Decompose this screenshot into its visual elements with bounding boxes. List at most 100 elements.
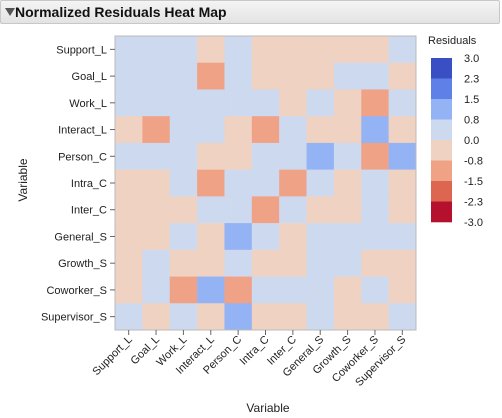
heatmap-cell bbox=[279, 303, 307, 331]
heatmap-cell bbox=[169, 89, 198, 117]
heatmap-cell bbox=[251, 169, 280, 197]
heatmap-cell bbox=[115, 196, 143, 224]
heatmap-cell bbox=[306, 62, 335, 90]
heatmap-cell bbox=[169, 303, 198, 331]
heatmap-cell bbox=[361, 36, 389, 64]
heatmap-cell bbox=[224, 169, 253, 197]
heatmap-cell bbox=[251, 249, 280, 277]
legend-tick-label: -2.3 bbox=[464, 197, 483, 209]
heatmap-cell bbox=[142, 62, 171, 90]
legend-tick-label: 2.3 bbox=[464, 74, 479, 86]
heatmap-cells bbox=[114, 35, 417, 331]
legend-swatch bbox=[431, 181, 452, 202]
heatmap-cell bbox=[388, 169, 417, 197]
y-axis-label: Variable bbox=[16, 158, 30, 201]
legend-tick-label: 0.0 bbox=[464, 135, 479, 147]
legend-swatch bbox=[431, 78, 452, 100]
heatmap-cell bbox=[333, 62, 362, 90]
heatmap-cell bbox=[361, 276, 389, 304]
legend-swatch bbox=[431, 201, 452, 223]
heatmap-cell bbox=[224, 116, 253, 144]
heatmap-cell bbox=[333, 89, 362, 117]
row-label: Intra_C bbox=[71, 178, 107, 190]
heatmap-cell bbox=[388, 116, 417, 144]
panel-header: Normalized Residuals Heat Map bbox=[0, 0, 500, 24]
heatmap-cell bbox=[279, 223, 307, 251]
heatmap-cell bbox=[361, 116, 389, 144]
legend-tick-label: -1.5 bbox=[464, 176, 483, 188]
heatmap-cell bbox=[251, 116, 280, 144]
heatmap-cell bbox=[388, 276, 417, 304]
heatmap-cell bbox=[224, 89, 253, 117]
heatmap-cell bbox=[388, 223, 417, 251]
heatmap-cell bbox=[333, 303, 362, 331]
legend-tick-label: 1.5 bbox=[464, 94, 479, 106]
heatmap-cell bbox=[169, 169, 198, 197]
heatmap-cell bbox=[197, 303, 225, 331]
heatmap-cell bbox=[361, 62, 389, 90]
heatmap-cell bbox=[333, 142, 362, 170]
x-axis-label: Variable bbox=[246, 401, 289, 415]
disclosure-triangle-icon[interactable] bbox=[5, 8, 15, 16]
heatmap-cell bbox=[169, 223, 198, 251]
heatmap-cell bbox=[279, 142, 307, 170]
row-label: Goal_L bbox=[72, 71, 107, 83]
heatmap-cell bbox=[197, 142, 225, 170]
row-label: Interact_L bbox=[58, 125, 107, 137]
legend-swatch bbox=[431, 160, 452, 182]
heatmap-cell bbox=[142, 169, 171, 197]
heatmap-cell bbox=[306, 276, 335, 304]
row-label: Inter_C bbox=[71, 205, 107, 217]
heatmap-cell bbox=[333, 169, 362, 197]
heatmap-cell bbox=[333, 223, 362, 251]
heatmap-cell bbox=[115, 223, 143, 251]
legend-swatch bbox=[431, 99, 452, 120]
heatmap-cell bbox=[197, 36, 225, 64]
heatmap-cell bbox=[197, 276, 225, 304]
heatmap-cell bbox=[251, 196, 280, 224]
heatmap-cell bbox=[169, 196, 198, 224]
heatmap-cell bbox=[197, 62, 225, 90]
heatmap-cell bbox=[115, 62, 143, 90]
legend-tick-label: -3.0 bbox=[464, 217, 483, 229]
heatmap-cell bbox=[115, 116, 143, 144]
heatmap-cell bbox=[333, 276, 362, 304]
heatmap-cell bbox=[361, 196, 389, 224]
heatmap-cell bbox=[115, 276, 143, 304]
column-label: Support_L bbox=[90, 334, 134, 378]
heatmap-cell bbox=[388, 142, 417, 170]
heatmap-cell bbox=[279, 276, 307, 304]
heatmap-cell bbox=[224, 196, 253, 224]
heatmap-cell bbox=[142, 249, 171, 277]
row-label: Growth_S bbox=[58, 258, 107, 270]
heatmap-cell bbox=[142, 36, 171, 64]
heatmap-cell bbox=[169, 62, 198, 90]
legend-swatch bbox=[431, 119, 452, 141]
heatmap-cell bbox=[169, 116, 198, 144]
heatmap-cell bbox=[279, 196, 307, 224]
heatmap-cell bbox=[142, 303, 171, 331]
heatmap-cell bbox=[169, 249, 198, 277]
heatmap-cell bbox=[197, 196, 225, 224]
heatmap-cell bbox=[361, 169, 389, 197]
heatmap-cell bbox=[115, 169, 143, 197]
heatmap-cell bbox=[306, 303, 335, 331]
heatmap-cell bbox=[197, 89, 225, 117]
row-label: Coworker_S bbox=[46, 285, 107, 297]
column-labels: Support_LGoal_LWork_LInteract_LPerson_CI… bbox=[90, 330, 408, 389]
heatmap-cell bbox=[279, 89, 307, 117]
heatmap-cell bbox=[306, 36, 335, 64]
heatmap-cell bbox=[388, 303, 417, 331]
heatmap-cell bbox=[142, 142, 171, 170]
heatmap-cell bbox=[361, 303, 389, 331]
legend-tick-label: -0.8 bbox=[464, 156, 483, 168]
legend-tick-label: 0.8 bbox=[464, 115, 479, 127]
heatmap-cell bbox=[279, 116, 307, 144]
heatmap-cell bbox=[115, 303, 143, 331]
heatmap-cell bbox=[388, 89, 417, 117]
heatmap-cell bbox=[306, 169, 335, 197]
heatmap-cell bbox=[224, 276, 253, 304]
heatmap-cell bbox=[388, 36, 417, 64]
heatmap-cell bbox=[306, 249, 335, 277]
heatmap-cell bbox=[388, 196, 417, 224]
